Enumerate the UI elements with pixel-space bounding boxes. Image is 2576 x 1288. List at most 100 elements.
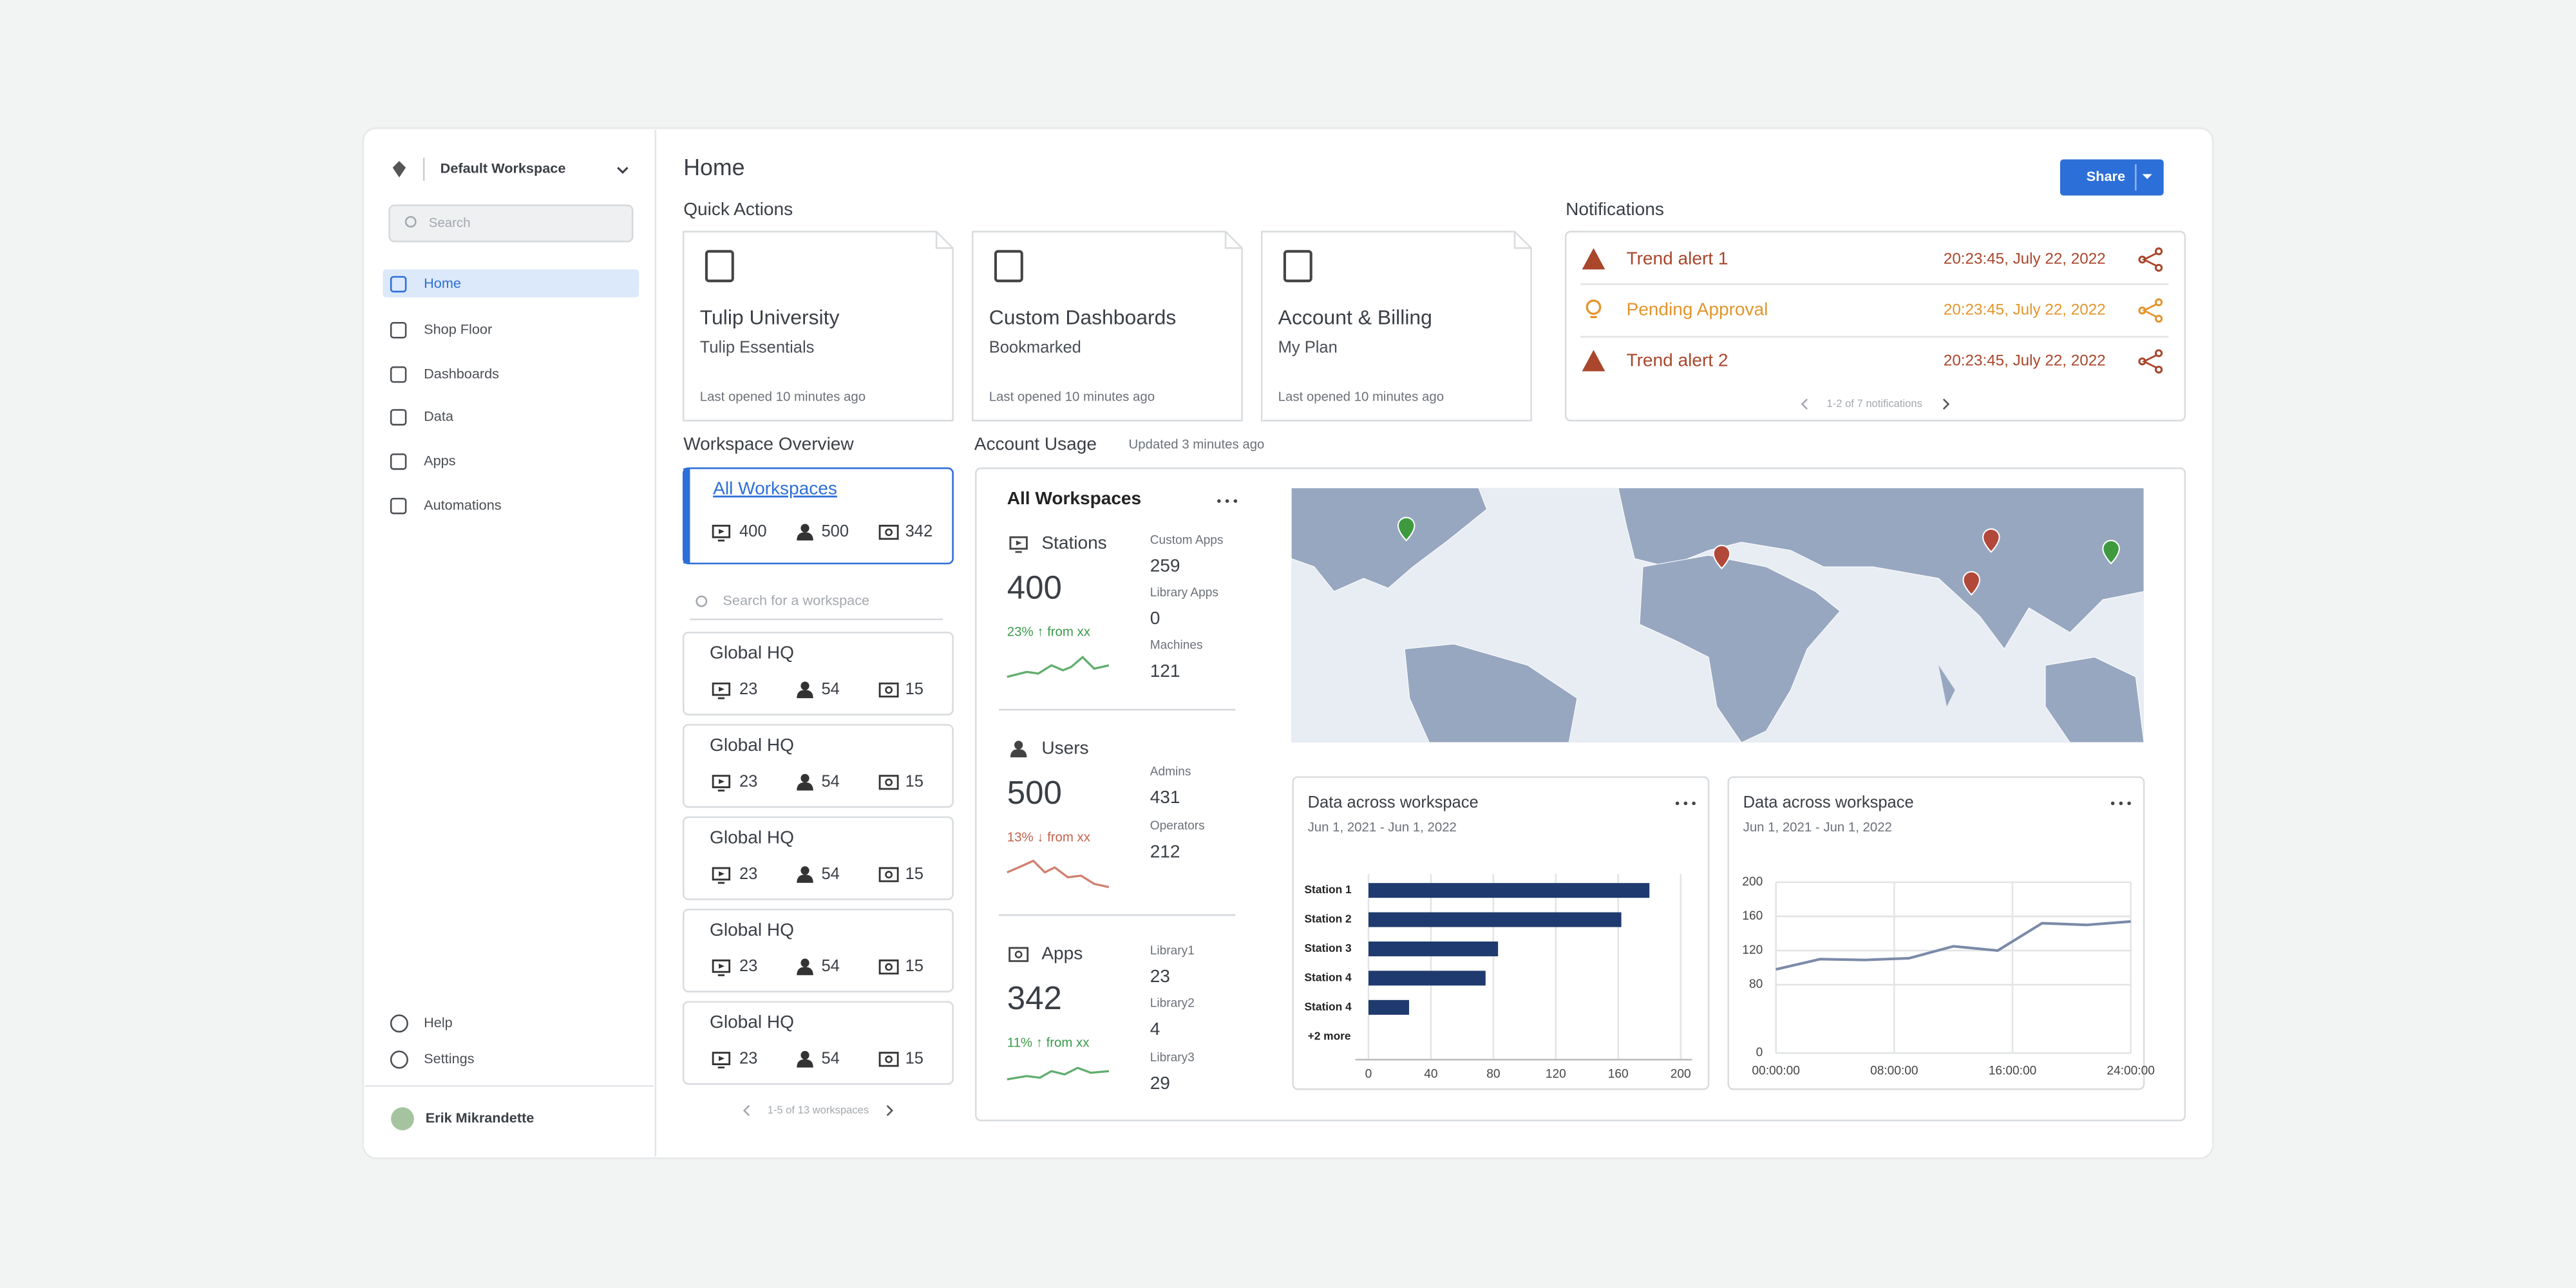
chart-title: Data across workspace [1743,793,1914,811]
share-icon[interactable] [2141,354,2158,369]
nav-item[interactable]: Home [424,275,461,291]
notification-label[interactable]: Pending Approval [1627,299,1768,319]
share-label[interactable]: Share [2087,168,2125,184]
y-tick-label: Station 4 [1305,971,1352,983]
sparkline [1007,1066,1110,1081]
workspace-card[interactable] [682,908,954,993]
nav-item[interactable]: Dashboards [424,365,499,381]
footer-nav-item[interactable]: Settings [424,1050,474,1066]
more-label[interactable]: +2 more [1308,1029,1351,1042]
app-icon [878,682,899,698]
users-count: 54 [822,773,840,791]
user-icon [800,1050,810,1060]
users-count: 500 [822,522,849,540]
section-title: Notifications [1566,199,1664,219]
station-icon-play [719,687,724,692]
app-icon-dot [885,778,893,786]
workspace-search[interactable]: Search for a workspace [723,592,869,608]
card-icon [1283,250,1312,283]
usage-panel [975,467,2186,1122]
apps-count: 15 [905,1050,923,1068]
quick-action-card[interactable] [1260,231,1532,422]
quick-action-card[interactable] [682,231,954,422]
search-box[interactable] [388,204,634,243]
footer-nav-item[interactable]: Help [424,1014,453,1030]
stations-count: 23 [739,865,757,883]
notification-time: 20:23:45, July 22, 2022 [1944,352,2106,370]
nav-icon [390,453,407,470]
notification-label[interactable]: Trend alert 2 [1627,350,1728,370]
menu-dot [1233,499,1238,503]
card-fold [935,231,953,249]
detail-label: Library Apps [1150,586,1218,600]
x-tick-label: 0 [1365,1067,1372,1081]
bar [1368,941,1499,956]
user-icon-body [797,782,813,791]
card-title: Custom Dashboards [989,305,1177,328]
share-button[interactable] [2060,159,2164,196]
stations-count: 23 [739,1050,757,1068]
nav-item[interactable]: Apps [424,453,456,469]
workspace-card[interactable] [682,724,954,808]
card-title: Tulip University [700,305,840,328]
chart-subtitle: Jun 1, 2021 - Jun 1, 2022 [1308,820,1457,835]
workspace-name[interactable]: Default Workspace [440,160,566,176]
usage-change: 13% ↓ from xx [1007,830,1090,844]
app-icon [878,867,899,882]
station-icon [712,1052,731,1069]
workspace-card[interactable] [682,631,954,715]
search-placeholder: Search [429,216,471,230]
user-icon [800,524,810,533]
ws-pager-prev[interactable] [743,1104,750,1117]
user-icon [800,958,810,967]
notification-time: 20:23:45, July 22, 2022 [1944,301,2106,319]
user-icon-body [797,1059,813,1068]
workspace-card[interactable] [682,1001,954,1085]
x-tick-label: 120 [1546,1067,1566,1081]
usage-change: 11% ↑ from xx [1007,1036,1090,1050]
detail-label: Custom Apps [1150,533,1224,547]
ws-pager-next[interactable] [886,1104,894,1117]
pager-prev[interactable] [1801,398,1808,410]
nav-item[interactable]: Automations [424,497,502,513]
card-icon [994,250,1023,283]
share-icon[interactable] [2141,303,2158,318]
station-icon-play [719,963,724,969]
nav-icon [390,366,407,383]
pager-next[interactable] [1942,398,1950,410]
share-node [2154,365,2163,374]
workspace-name: Global HQ [710,643,794,663]
nav-item[interactable]: Shop Floor [424,321,492,337]
chart-card [1727,776,2145,1090]
apps-count: 15 [905,680,923,698]
notification-label[interactable]: Trend alert 1 [1627,248,1728,268]
users-count: 54 [822,1050,840,1068]
detail-label: Machines [1150,639,1203,652]
user-icon [800,866,810,875]
card-title: Account & Billing [1278,305,1432,328]
workspace-link[interactable]: All Workspaces [713,478,837,498]
share-caret[interactable] [2142,174,2152,180]
share-icon[interactable] [2141,252,2158,267]
bar [1368,912,1622,927]
quick-action-card[interactable] [971,231,1243,422]
detail-value: 212 [1150,841,1180,861]
menu-dot [1683,801,1688,806]
app-icon-dot [885,528,893,536]
chart-title: Data across workspace [1308,793,1479,811]
usage-value: 342 [1007,980,1062,1016]
workspace-chevron[interactable] [617,167,629,175]
app-icon [878,775,899,790]
apps-count: 15 [905,773,923,791]
share-node [2154,349,2163,357]
alert-icon [1582,248,1605,270]
nav-item[interactable]: Data [424,408,454,424]
workspace-card[interactable] [682,816,954,900]
user-icon-body [797,875,813,883]
card-icon [705,250,734,283]
detail-label: Admins [1150,765,1191,779]
user-icon-body [797,967,813,976]
user-icon [800,773,810,783]
menu-dot [2119,801,2123,806]
updated-label: Updated 3 minutes ago [1129,438,1265,452]
